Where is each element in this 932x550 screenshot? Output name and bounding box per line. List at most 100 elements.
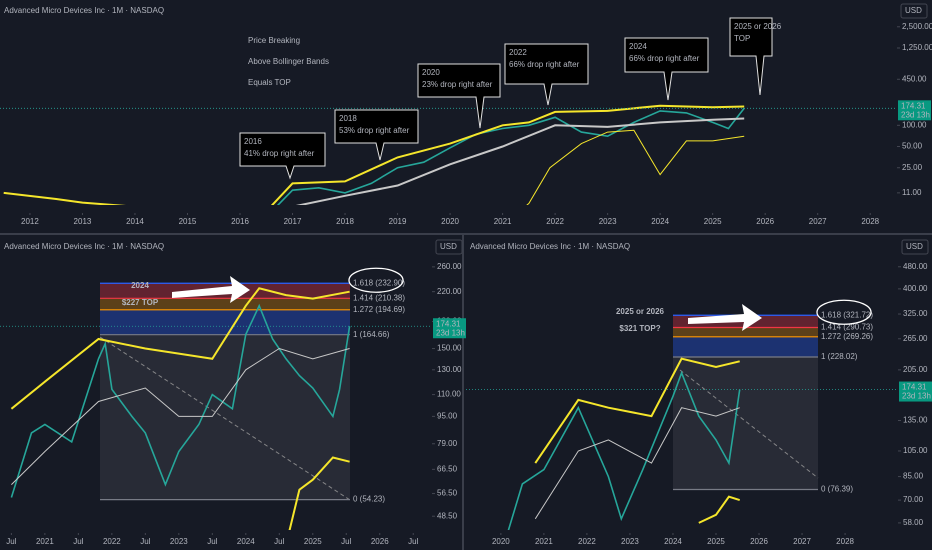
x-tick-label: 2021 [535,537,553,546]
x-tick-label: 2025 [704,217,722,226]
callout-text: 2025 or 2026 [734,22,782,31]
series-line [534,357,740,464]
x-tick-label: 2026 [750,537,768,546]
series-line [698,495,741,524]
callout-text: 23% drop right after [422,80,493,89]
currency-box [900,3,928,19]
x-tick-label: 2026 [371,537,389,546]
trend-line [679,369,819,479]
last-price: 174.31 [902,383,927,392]
x-tick-label: 2013 [74,217,92,226]
series-line [11,347,350,485]
callout-text: 2024 [629,42,647,51]
y-tick-label: 58.00 [903,518,924,527]
x-tick-label: 2025 [707,537,725,546]
x-tick-label: Jul [6,537,16,546]
series-line [10,303,351,498]
last-price-box [899,381,932,402]
countdown: 23d 13h [901,110,930,119]
series-line [295,117,745,205]
y-tick-label: 56.50 [437,489,458,498]
y-tick-label: 2,500.00 [902,22,932,31]
x-tick-label: 2026 [756,217,774,226]
headline: Price Breaking [248,36,300,45]
x-tick-label: 2022 [546,217,564,226]
arrow [172,276,250,303]
x-tick-label: 2021 [36,537,54,546]
callout-text: TOP [734,34,750,43]
y-tick-label: 85.00 [903,472,924,481]
fib-label: 0 (54.23) [353,495,385,504]
y-tick-label: 70.00 [903,495,924,504]
y-tick-label: 100.00 [902,120,927,129]
chart-title: Advanced Micro Devices Inc · 1M · NASDAQ [4,242,164,251]
fib-zone [673,327,818,337]
fib-label: 0 (76.39) [821,485,853,494]
x-tick-label: 2022 [103,537,121,546]
series-line [526,129,745,205]
x-tick-label: 2027 [793,537,811,546]
x-tick-label: Jul [408,537,418,546]
callout-bubble [624,37,709,101]
x-tick-label: Jul [274,537,284,546]
x-tick-label: 2025 [304,537,322,546]
chart-panel: Advanced Micro Devices Inc · 1M · NASDAQ… [0,3,932,226]
annotation-text: 2025 or 2026 [616,307,665,316]
callout-bubble [334,109,419,161]
fib-label: 1 (164.66) [353,330,390,339]
arrow [688,304,762,331]
callout-bubble [417,63,501,129]
series-line [10,287,350,410]
y-tick-label: 480.00 [903,262,928,271]
callout-text: 41% drop right after [244,149,315,158]
x-tick-label: 2027 [809,217,827,226]
currency: USD [905,6,922,15]
x-tick-label: Jul [341,537,351,546]
x-tick-label: 2021 [494,217,512,226]
fib-zone [673,356,818,490]
last-price: 174.31 [901,101,926,110]
annotation-text: $227 TOP [122,298,159,307]
trend-line [99,336,351,501]
y-tick-label: 135.00 [903,416,928,425]
x-tick-label: 2024 [664,537,682,546]
y-tick-label: 325.00 [903,309,928,318]
series-line [276,107,745,205]
callout-text: 53% drop right after [339,126,410,135]
fib-label: 1.414 (290.73) [821,323,873,332]
y-tick-label: 95.00 [437,411,458,420]
fib-zone [673,336,818,357]
fib-label: 1.618 (232.90) [353,278,405,287]
y-tick-label: 79.00 [437,439,458,448]
y-tick-label: 130.00 [437,365,462,374]
currency-box [435,239,463,255]
y-tick-label: 150.00 [437,344,462,353]
fib-label: 1.272 (194.69) [353,305,405,314]
y-tick-label: 50.00 [902,142,923,151]
fib-label: 1 (228.02) [821,352,858,361]
last-price-box [433,318,466,339]
y-tick-label: 260.00 [437,262,462,271]
y-tick-label: 66.50 [437,464,458,473]
highlight-circle [816,299,872,325]
x-tick-label: Jul [140,537,150,546]
fib-label: 1.414 (210.38) [353,293,405,302]
plot-area [0,282,432,530]
fib-label: 1.272 (269.26) [821,332,873,341]
x-tick-label: 2018 [336,217,354,226]
y-tick-label: 48.50 [437,511,458,520]
annotation-text: $321 TOP? [619,324,660,333]
y-tick-label: 1,250.00 [902,43,932,52]
annotation-text: 2024 [131,281,149,290]
callout-text: 2020 [422,68,440,77]
x-tick-label: Jul [73,537,83,546]
y-tick-label: 110.00 [437,390,461,399]
headline: Equals TOP [248,78,291,87]
countdown: 23d 13h [902,392,931,401]
fib-zone [100,309,350,335]
x-tick-label: 2014 [126,217,144,226]
y-tick-label: 205.00 [903,365,928,374]
fib-label: 1.618 (321.72) [821,310,873,319]
x-tick-label: 2016 [231,217,249,226]
callout-text: 2018 [339,114,357,123]
